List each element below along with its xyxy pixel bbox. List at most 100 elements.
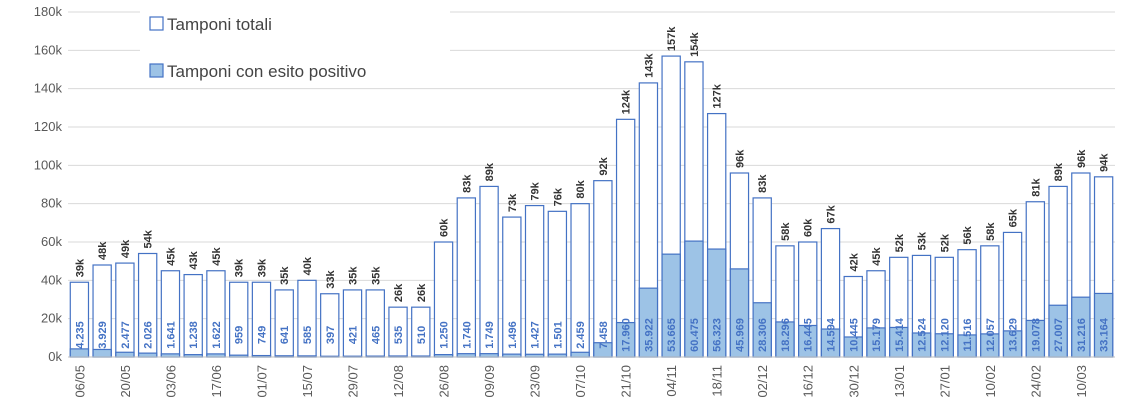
total-label: 49k <box>120 239 132 258</box>
positive-label: 15.179 <box>871 318 883 352</box>
total-label: 52k <box>939 233 951 252</box>
x-tick-label: 01/07 <box>254 365 269 398</box>
total-label: 143k <box>643 53 655 78</box>
y-tick-label: 80k <box>41 196 62 211</box>
legend-label: Tamponi con esito positivo <box>167 62 366 81</box>
total-label: 58k <box>780 222 792 241</box>
positive-label: 1.501 <box>552 321 564 349</box>
positive-bar <box>69 348 90 358</box>
positive-bar <box>570 351 590 358</box>
positive-label: 60.475 <box>689 318 701 352</box>
total-label: 26k <box>416 283 428 302</box>
positive-label: 3.929 <box>97 321 109 349</box>
total-label: 35k <box>348 266 360 285</box>
x-tick-label: 07/10 <box>573 365 588 398</box>
positive-label: 19.078 <box>1030 318 1042 352</box>
positive-label: 1.749 <box>484 321 496 349</box>
x-tick-label: 13/01 <box>892 365 907 398</box>
total-label: 35k <box>370 266 382 285</box>
positive-label: 749 <box>256 326 268 344</box>
x-tick-label: 23/09 <box>528 365 543 398</box>
total-label: 89k <box>1053 162 1065 181</box>
positive-label: 56.323 <box>712 318 724 352</box>
positive-label: 959 <box>234 326 246 344</box>
total-label: 45k <box>871 247 883 266</box>
positive-label: 12.120 <box>939 318 951 352</box>
total-bar <box>365 289 385 358</box>
legend-background <box>140 5 450 87</box>
positive-label: 397 <box>325 326 337 344</box>
positive-label: 27.007 <box>1053 318 1065 352</box>
positive-label: 641 <box>279 326 291 344</box>
positive-bar <box>115 351 135 358</box>
total-label: 83k <box>461 174 473 193</box>
positive-label: 12.524 <box>917 317 929 352</box>
positive-label: 421 <box>348 326 360 344</box>
x-tick-label: 02/12 <box>755 365 770 398</box>
total-label: 80k <box>575 179 587 198</box>
x-tick-label: 27/01 <box>937 365 952 398</box>
total-label: 54k <box>143 229 155 248</box>
total-label: 154k <box>689 31 701 56</box>
positive-label: 585 <box>302 326 314 344</box>
positive-label: 45.969 <box>734 318 746 352</box>
total-label: 94k <box>1099 153 1111 172</box>
positive-label: 35.922 <box>643 318 655 352</box>
positive-label: 2.459 <box>575 321 587 349</box>
y-tick-label: 20k <box>41 311 62 326</box>
positive-label: 28.306 <box>757 318 769 352</box>
total-label: 65k <box>1008 208 1020 227</box>
positive-label: 18.296 <box>780 318 792 352</box>
x-tick-label: 09/09 <box>482 365 497 398</box>
legend-label: Tamponi totali <box>167 15 272 34</box>
y-tick-label: 0k <box>48 349 62 364</box>
total-label: 39k <box>256 258 268 277</box>
positive-label: 4.235 <box>74 321 86 349</box>
total-bar <box>320 293 340 358</box>
total-label: 60k <box>439 218 451 237</box>
positive-label: 33.164 <box>1099 317 1111 352</box>
total-label: 67k <box>825 204 837 223</box>
x-tick-label: 30/12 <box>846 365 861 398</box>
total-label: 45k <box>211 247 223 266</box>
legend-swatch <box>149 63 164 78</box>
x-tick-label: 10/02 <box>983 365 998 398</box>
total-bar <box>274 289 294 358</box>
total-label: 33k <box>325 270 337 289</box>
total-label: 42k <box>848 252 860 271</box>
total-label: 124k <box>621 89 633 114</box>
positive-label: 7.458 <box>598 321 610 349</box>
total-label: 79k <box>530 181 542 200</box>
total-label: 60k <box>803 218 815 237</box>
y-tick-label: 160k <box>34 42 63 57</box>
y-tick-label: 120k <box>34 119 63 134</box>
positive-label: 1.622 <box>211 321 223 349</box>
positive-label: 1.496 <box>507 321 519 349</box>
x-tick-label: 04/11 <box>664 365 679 397</box>
positive-label: 465 <box>370 326 382 344</box>
total-label: 127k <box>712 83 724 108</box>
positive-label: 53.665 <box>666 318 678 352</box>
x-tick-label: 16/12 <box>801 365 816 398</box>
positive-label: 12.057 <box>985 318 997 352</box>
total-label: 53k <box>917 231 929 250</box>
total-label: 56k <box>962 225 974 244</box>
x-tick-label: 29/07 <box>346 365 361 398</box>
x-tick-label: 20/05 <box>118 365 133 398</box>
total-label: 157k <box>666 26 678 51</box>
positive-label: 2.026 <box>143 321 155 349</box>
positive-label: 1.740 <box>461 321 473 349</box>
total-label: 39k <box>74 258 86 277</box>
positive-label: 1.641 <box>165 321 177 349</box>
total-bar <box>297 279 317 358</box>
x-tick-label: 17/06 <box>209 365 224 398</box>
y-tick-label: 140k <box>34 81 63 96</box>
total-label: 81k <box>1030 178 1042 197</box>
positive-label: 13.629 <box>1008 318 1020 352</box>
total-label: 48k <box>97 241 109 260</box>
total-label: 58k <box>985 222 997 241</box>
x-tick-label: 21/10 <box>619 365 634 398</box>
total-label: 96k <box>1076 149 1088 168</box>
positive-label: 16.445 <box>803 318 815 352</box>
